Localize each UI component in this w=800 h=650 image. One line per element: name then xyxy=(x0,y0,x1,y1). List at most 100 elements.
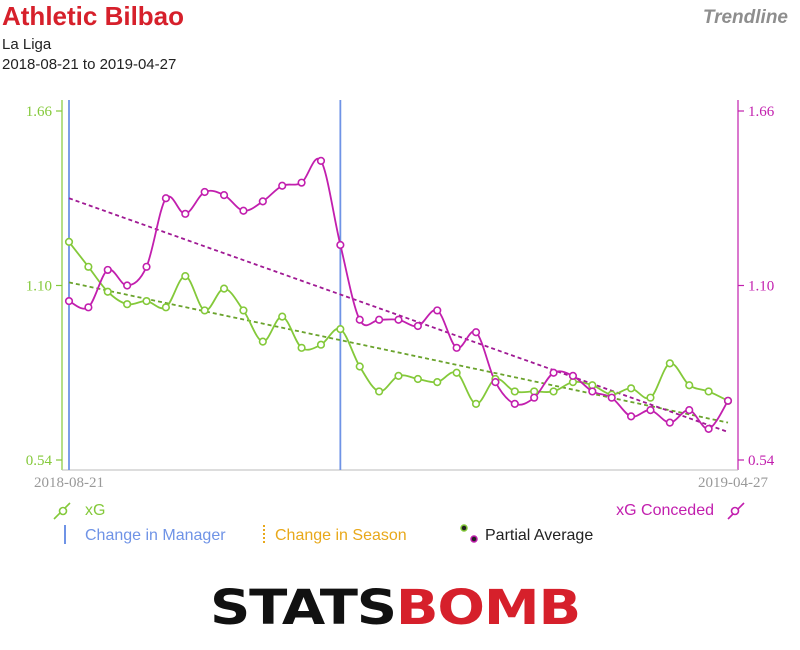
legend-partial-average-icon-xg xyxy=(460,524,468,532)
xg-point xyxy=(219,284,229,293)
legend-partial-average-label: Partial Average xyxy=(485,527,593,544)
xg-conceded-point xyxy=(103,265,112,275)
legend-xg-label: xG xyxy=(85,502,105,519)
xg-conceded-point xyxy=(530,393,539,402)
xg-point xyxy=(181,272,190,281)
legend-manager-change-label: Change in Manager xyxy=(85,527,226,544)
left-y-tick-label: 1.10 xyxy=(26,279,52,295)
xg-point xyxy=(142,296,151,306)
xg-conceded-point xyxy=(278,181,287,190)
xg-point xyxy=(336,325,345,334)
xg-trendline xyxy=(68,281,729,424)
right-y-tick-label: 1.10 xyxy=(748,279,774,295)
xg-conceded-point xyxy=(685,406,694,415)
xg-conceded-point xyxy=(181,209,190,218)
xg-point xyxy=(84,262,93,271)
legend-xg-conceded-label: xG Conceded xyxy=(616,502,714,519)
xg-point xyxy=(704,387,713,396)
xg-point xyxy=(433,377,442,387)
xg-point xyxy=(413,374,422,384)
xg-conceded-point xyxy=(258,197,267,206)
x-tick-label-start: 2018-08-21 xyxy=(34,475,104,491)
xg-point xyxy=(665,359,674,368)
right-y-tick-label: 0.54 xyxy=(748,453,775,469)
legend-manager-change: Change in Manager xyxy=(64,525,226,544)
xg-conceded-point xyxy=(510,399,519,409)
xg-conceded-point xyxy=(200,187,209,197)
xg-point xyxy=(64,237,74,246)
axis-ticks xyxy=(56,110,744,461)
statsbomb-logo: STATS BOMB xyxy=(210,580,581,632)
xg-point xyxy=(646,393,655,402)
xg-point xyxy=(471,399,481,409)
xg-conceded-point xyxy=(161,194,171,203)
xg-point xyxy=(200,306,209,315)
legend-xg-conceded: xG Conceded xyxy=(616,502,745,520)
xg-point xyxy=(258,337,267,346)
xg-conceded-point xyxy=(355,315,364,324)
xg-conceded-point xyxy=(413,321,422,331)
xg-point xyxy=(685,381,694,390)
chart-type-label: Trendline xyxy=(702,7,788,28)
manager-change-lines xyxy=(68,100,342,470)
xg-conceded-point xyxy=(394,315,403,324)
xg-conceded-point xyxy=(646,406,655,415)
xg-point xyxy=(278,312,287,321)
xg-point xyxy=(549,387,558,396)
xg-conceded-point xyxy=(723,396,733,405)
trendline-chart: 0.54 0.54 1.10 1.10 1.66 1.66 2018-08-21 2019-0… xyxy=(26,100,775,544)
xg-conceded-point xyxy=(316,156,326,165)
xg-conceded-point xyxy=(704,424,713,433)
xg-conceded-point xyxy=(123,281,132,290)
xg-conceded-point xyxy=(626,412,636,421)
xg-conceded-point xyxy=(491,377,500,387)
xg-point xyxy=(239,306,248,315)
xg-point xyxy=(375,387,384,396)
xg-conceded-point xyxy=(588,387,597,396)
xg-conceded-point xyxy=(568,371,578,380)
logo-text-bomb: BOMB xyxy=(396,580,580,632)
xg-point xyxy=(626,384,636,393)
legend-xg-conceded-icon-dot xyxy=(730,506,740,516)
xg-point xyxy=(123,300,132,309)
xg-point xyxy=(103,287,112,296)
xg-conceded-point xyxy=(549,368,558,377)
xg-conceded-point xyxy=(219,191,229,200)
trendlines xyxy=(68,197,729,433)
date-range-label: 2018-08-21 to 2019-04-27 xyxy=(2,56,177,73)
legend-partial-average-icon-conceded xyxy=(470,535,478,543)
left-y-tick-label: 1.66 xyxy=(26,104,53,120)
legend-xg-icon-dot xyxy=(58,506,68,516)
xg-conceded-trendline xyxy=(68,197,729,433)
xg-conceded-point xyxy=(64,296,74,306)
axis-labels: 0.54 0.54 1.10 1.10 1.66 1.66 2018-08-21 2019-0… xyxy=(26,104,775,491)
series-points xyxy=(64,156,733,433)
xg-point xyxy=(452,368,461,377)
xg-point xyxy=(161,303,171,312)
logo-text-stats: STATS xyxy=(210,580,396,632)
legend-season-change: Change in Season xyxy=(263,525,407,544)
xg-conceded-point xyxy=(452,343,461,352)
left-y-tick-label: 0.54 xyxy=(26,453,53,469)
xg-conceded-point xyxy=(665,418,674,427)
xg-point xyxy=(316,340,326,349)
xg-conceded-point xyxy=(607,393,616,402)
team-title: Athletic Bilbao xyxy=(2,1,185,31)
xg-point xyxy=(297,343,306,352)
xg-conceded-point xyxy=(375,315,384,324)
xg-conceded-point xyxy=(239,206,248,215)
legend-season-change-label: Change in Season xyxy=(275,527,407,544)
legend-partial-average: Partial Average xyxy=(460,524,593,544)
xg-conceded-point xyxy=(84,303,93,312)
xg-conceded-point xyxy=(471,328,481,337)
xg-conceded-point xyxy=(336,240,345,250)
right-y-tick-label: 1.66 xyxy=(748,104,775,120)
xg-point xyxy=(510,387,519,396)
xg-point xyxy=(394,371,403,380)
xg-conceded-point xyxy=(297,178,306,187)
xg-point xyxy=(355,362,364,371)
competition-label: La Liga xyxy=(2,36,52,53)
xg-conceded-point xyxy=(142,262,151,271)
legend-xg: xG xyxy=(53,502,105,520)
